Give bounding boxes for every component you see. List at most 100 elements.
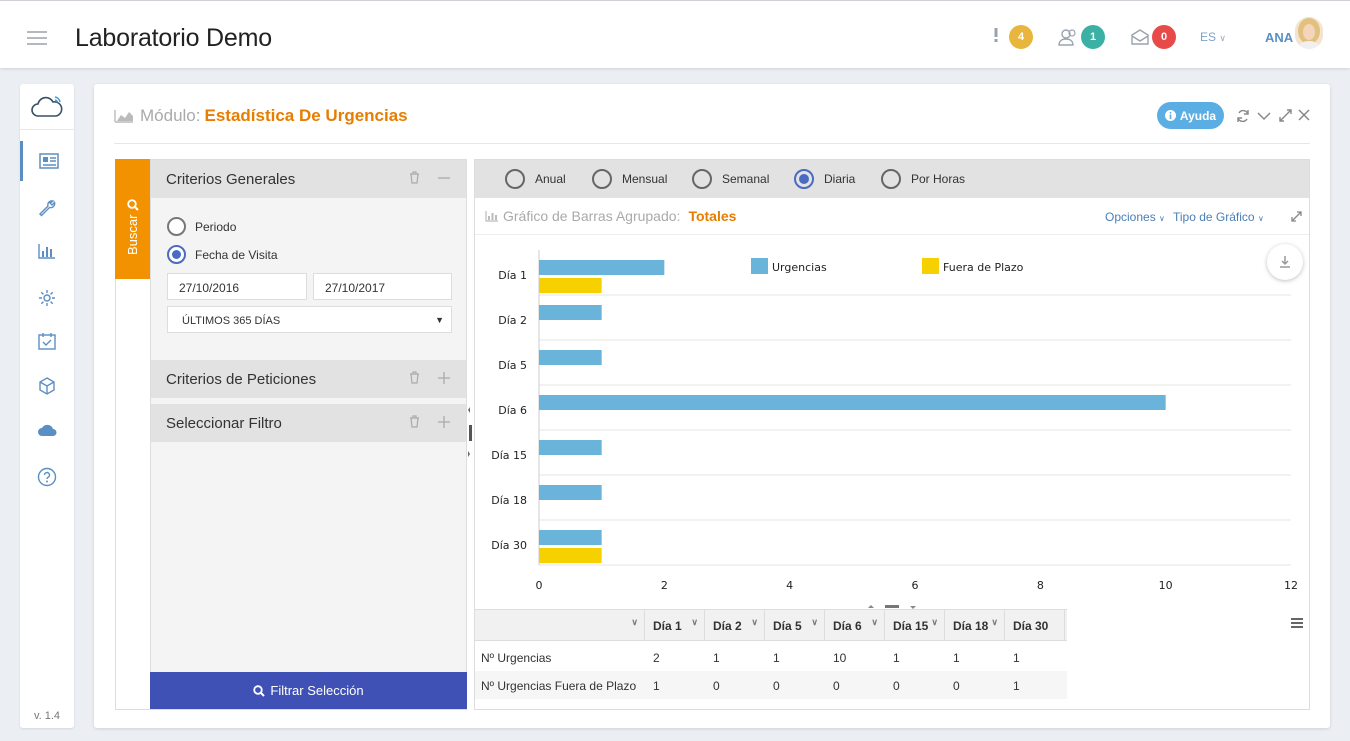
options-label: Opciones — [1105, 210, 1156, 224]
chevron-down-icon[interactable]: ∨ — [811, 617, 818, 627]
radio-mensual[interactable]: Mensual — [592, 169, 667, 189]
chevron-down-icon[interactable]: ∨ — [931, 617, 938, 627]
download-button[interactable] — [1267, 244, 1303, 280]
section-title: Seleccionar Filtro — [166, 415, 282, 432]
table-cell: 0 — [893, 679, 900, 693]
help-button[interactable]: Ayuda — [1157, 102, 1224, 129]
date-from-input[interactable]: 27/10/2016 — [167, 273, 307, 300]
section-seleccionar-filtro[interactable]: Seleccionar Filtro — [151, 404, 466, 442]
table-cell: 2 — [653, 651, 660, 665]
chevron-down-icon: ∨ — [1159, 214, 1165, 223]
help-icon[interactable] — [20, 457, 74, 497]
cloud-logo-icon[interactable] — [20, 84, 74, 130]
radio-semanal[interactable]: Semanal — [692, 169, 769, 189]
table-cell: 10 — [833, 651, 847, 665]
refresh-icon[interactable] — [1236, 109, 1250, 123]
x-tick-label: 12 — [1284, 579, 1298, 592]
plus-icon[interactable] — [437, 415, 451, 429]
chart-header-divider — [475, 234, 1309, 235]
table-header-cell[interactable]: Día 6 ∨ — [825, 610, 885, 641]
table-header-cell[interactable]: Día 15 ∨ — [885, 610, 945, 641]
bar-urgencias — [539, 305, 602, 320]
bar-urgencias — [539, 530, 602, 545]
radio-label: Anual — [535, 172, 566, 186]
radio-circle — [592, 169, 612, 189]
radio-periodo[interactable]: Periodo — [167, 217, 236, 236]
search-tab[interactable]: Buscar — [115, 159, 151, 279]
chart-type-menu[interactable]: Tipo de Gráfico ∨ — [1173, 210, 1264, 224]
apply-filter-button[interactable]: Filtrar Selección — [150, 672, 467, 709]
chevron-down-icon[interactable]: ∨ — [871, 617, 878, 627]
calendar-check-icon[interactable] — [20, 321, 74, 361]
table-row-label: Nº Urgencias — [481, 651, 552, 665]
version-label: v. 1.4 — [33, 710, 61, 722]
radio-anual[interactable]: Anual — [505, 169, 566, 189]
date-to-input[interactable]: 27/10/2017 — [313, 273, 452, 300]
section-criterios-generales[interactable]: Criterios Generales — [151, 160, 466, 198]
table-header-cell[interactable]: ∨ — [475, 610, 645, 641]
envelope-icon[interactable] — [1130, 28, 1150, 52]
date-range-value: ÚLTIMOS 365 DÍAS — [182, 315, 281, 327]
table-menu-icon[interactable] — [1291, 618, 1303, 628]
trash-icon[interactable] — [409, 371, 420, 384]
legend-swatch — [751, 258, 768, 274]
x-tick-label: 0 — [536, 579, 543, 592]
users-badge[interactable]: 1 — [1081, 25, 1105, 49]
collapse-icon[interactable] — [1257, 111, 1271, 121]
date-range-select[interactable]: ÚLTIMOS 365 DÍAS ▼ — [167, 306, 452, 333]
close-icon[interactable] — [1298, 109, 1310, 121]
radio-fecha-visita[interactable]: Fecha de Visita — [167, 245, 278, 264]
table-header-cell[interactable]: Día 5 ∨ — [765, 610, 825, 641]
chevron-down-icon[interactable]: ∨ — [991, 617, 998, 627]
search-tab-label: Buscar — [125, 214, 140, 255]
bar-urgencias — [539, 485, 602, 500]
radio-por-horas[interactable]: Por Horas — [881, 169, 965, 189]
section-title: Criterios de Peticiones — [166, 371, 317, 388]
plus-icon[interactable] — [437, 371, 451, 385]
table-header-cell[interactable]: Día 1 ∨ — [645, 610, 705, 641]
cloud-icon[interactable] — [20, 410, 74, 450]
section-criterios-peticiones[interactable]: Criterios de Peticiones — [151, 360, 466, 398]
panel-splitter[interactable] — [467, 159, 474, 710]
x-tick-label: 4 — [786, 579, 793, 592]
language-selector[interactable]: ES ∨ — [1200, 30, 1226, 44]
alert-icon[interactable] — [992, 27, 1000, 51]
table-resize-handle[interactable] — [868, 604, 918, 611]
table-header-label: Día 18 — [953, 619, 989, 633]
menu-icon[interactable] — [27, 31, 47, 45]
chevron-down-icon[interactable]: ∨ — [691, 617, 698, 627]
table-header-cell[interactable]: Día 30 — [1005, 610, 1065, 641]
data-table: ∨ Día 1 ∨ Día 2 ∨ Día 5 ∨ Día 6 ∨ Día 15 ∨ Día 18 ∨ D… — [475, 605, 1309, 709]
users-icon[interactable] — [1058, 28, 1078, 52]
user-name[interactable]: ANA — [1265, 30, 1294, 45]
expand-icon[interactable] — [1279, 109, 1292, 122]
alerts-badge[interactable]: 4 — [1009, 25, 1033, 49]
dashboard-icon[interactable] — [20, 141, 74, 181]
chart-type-label: Tipo de Gráfico — [1173, 210, 1255, 224]
bar-chart-icon[interactable] — [20, 231, 74, 271]
bar-chart-icon — [485, 210, 499, 222]
search-tab-rail — [115, 279, 151, 710]
wrench-icon[interactable] — [20, 188, 74, 228]
trash-icon[interactable] — [409, 415, 420, 428]
avatar[interactable] — [1295, 17, 1323, 49]
trash-icon[interactable] — [409, 171, 420, 184]
cube-icon[interactable] — [20, 366, 74, 406]
table-header-cell[interactable]: Día 18 ∨ — [945, 610, 1005, 641]
main-panel: Módulo: Estadística De Urgencias Ayuda B… — [94, 84, 1330, 728]
table-header-cell[interactable]: Día 2 ∨ — [705, 610, 765, 641]
chevron-down-icon[interactable]: ∨ — [751, 617, 758, 627]
app-title: Laboratorio Demo — [75, 24, 272, 52]
gear-icon[interactable] — [20, 278, 74, 318]
radio-diaria[interactable]: Diaria — [794, 169, 855, 189]
table-header-label: Día 30 — [1013, 619, 1049, 633]
radio-circle — [505, 169, 525, 189]
header-divider — [114, 143, 1310, 144]
table-cell: 1 — [653, 679, 660, 693]
messages-badge[interactable]: 0 — [1152, 25, 1176, 49]
table-row: Nº Urgencias Fuera de Plazo 1 0 0 0 0 0 1 — [475, 671, 1067, 699]
minus-icon[interactable] — [437, 171, 451, 185]
chevron-down-icon[interactable]: ∨ — [631, 617, 638, 627]
fullscreen-icon[interactable] — [1291, 211, 1302, 222]
options-menu[interactable]: Opciones ∨ — [1105, 210, 1165, 224]
